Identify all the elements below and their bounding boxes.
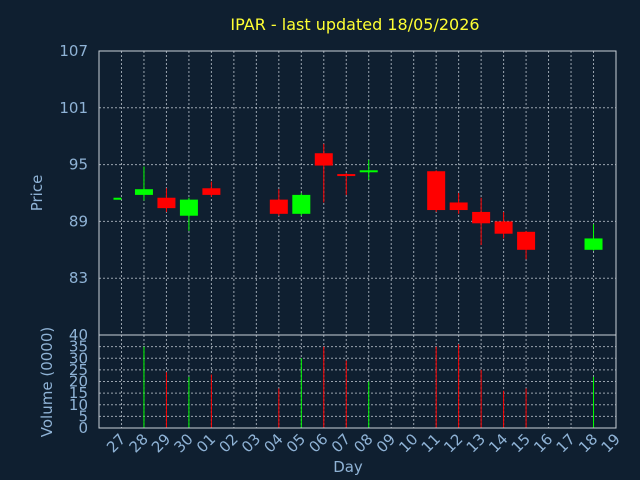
candle-body <box>113 197 122 200</box>
volume-tick-label: 40 <box>69 326 88 344</box>
volume-tick-label: 5 <box>78 407 88 425</box>
chart-title: IPAR - last updated 18/05/2026 <box>230 15 479 34</box>
volume-tick-label: 30 <box>69 349 88 367</box>
price-axis-label: Price <box>28 175 46 212</box>
price-y-axis-ticks: 83 89 95 101 107 <box>59 42 88 287</box>
volume-panel-frame <box>98 334 617 429</box>
candle-body <box>427 171 446 211</box>
price-tick-label: 101 <box>59 99 88 117</box>
candle-body <box>337 174 356 177</box>
price-tick-label: 83 <box>69 269 88 287</box>
x-tick-label: 19 <box>598 430 624 456</box>
volume-tick-label: 10 <box>69 396 88 414</box>
candle-body <box>494 221 513 234</box>
candle-body <box>134 189 153 195</box>
volume-tick-label: 25 <box>69 361 88 379</box>
candle-body <box>269 199 288 214</box>
candle-body <box>179 199 198 216</box>
volume-bar-series <box>143 344 595 428</box>
candle-body <box>202 188 221 195</box>
candle-body <box>584 238 603 250</box>
candle-body <box>517 231 536 250</box>
candle-body <box>359 170 378 173</box>
price-tick-label: 95 <box>69 156 88 174</box>
price-grid <box>99 51 616 335</box>
volume-tick-label: 35 <box>69 338 88 356</box>
volume-tick-label: 20 <box>69 373 88 391</box>
candle-body <box>292 194 311 214</box>
price-tick-label: 89 <box>69 212 88 230</box>
candle-body <box>472 211 491 224</box>
volume-tick-label: 0 <box>78 419 88 437</box>
volume-axis-label: Volume (0000) <box>38 327 56 437</box>
candle-body <box>449 202 468 211</box>
x-axis-ticks: 2728293001020304050607080910111213141516… <box>103 430 624 456</box>
volume-grid <box>99 335 616 428</box>
candle-body <box>314 153 333 166</box>
price-panel-frame <box>98 50 617 336</box>
candle-body <box>157 197 176 209</box>
volume-tick-label: 15 <box>69 384 88 402</box>
price-tick-label: 107 <box>59 42 88 60</box>
x-axis-label: Day <box>333 458 363 476</box>
candlestick-series <box>113 143 603 260</box>
